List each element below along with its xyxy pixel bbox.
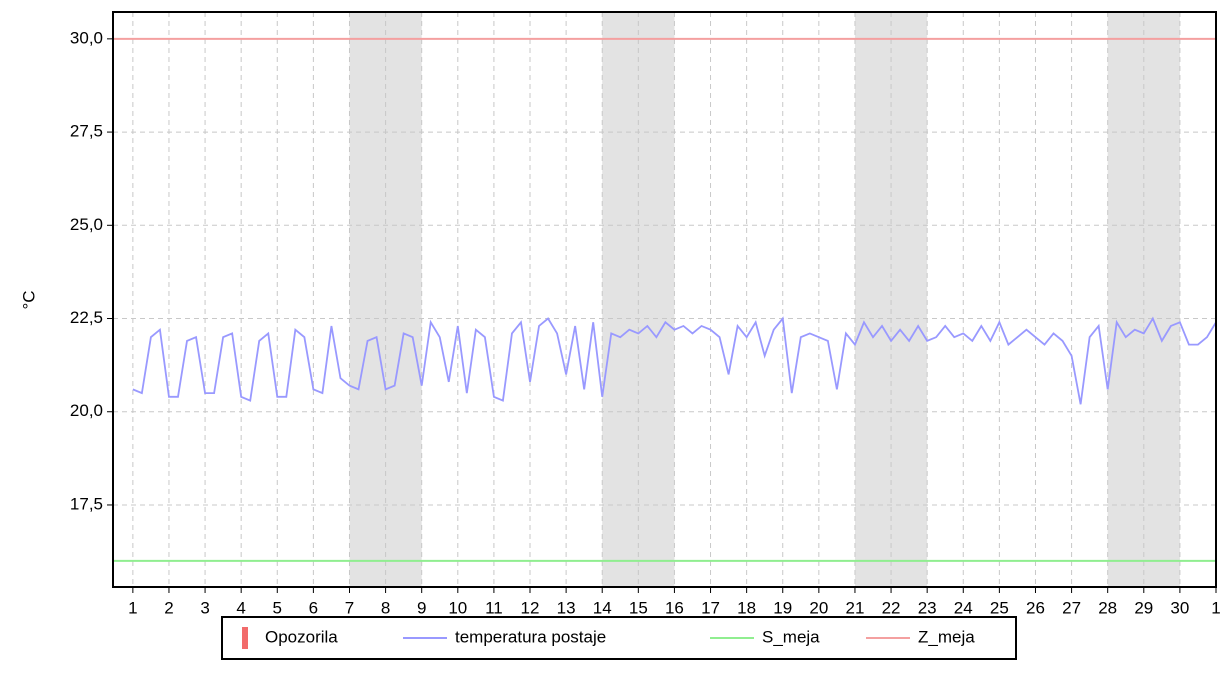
x-tick-label: 3 bbox=[200, 598, 209, 617]
x-tick-label: 22 bbox=[882, 598, 901, 617]
temperature-line bbox=[132, 316, 1217, 405]
y-tick-label: 27,5 bbox=[70, 122, 103, 141]
x-tick-label: 28 bbox=[1098, 598, 1117, 617]
x-tick-label: 20 bbox=[809, 598, 828, 617]
legend: Opozorila temperatura postaje S_meja Z_meja bbox=[221, 616, 1017, 660]
x-tick-label: 18 bbox=[737, 598, 756, 617]
x-tick-label: 21 bbox=[845, 598, 864, 617]
x-tick-label: 24 bbox=[954, 598, 973, 617]
x-tick-label: 19 bbox=[773, 598, 792, 617]
x-tick-label: 2 bbox=[164, 598, 173, 617]
x-tick-label: 29 bbox=[1134, 598, 1153, 617]
x-tick-label: 30 bbox=[1170, 598, 1189, 617]
x-tick-label: 8 bbox=[381, 598, 390, 617]
x-tick-label: 27 bbox=[1062, 598, 1081, 617]
x-tick-label: 11 bbox=[485, 598, 503, 617]
y-tick-label: 22,5 bbox=[70, 308, 103, 327]
x-tick-label: 16 bbox=[665, 598, 684, 617]
y-tick-label: 30,0 bbox=[70, 28, 103, 47]
legend-label: Z_meja bbox=[918, 627, 975, 646]
x-tick-label: 7 bbox=[345, 598, 354, 617]
x-tick-label: 14 bbox=[593, 598, 612, 617]
x-tick-label: 4 bbox=[236, 598, 245, 617]
x-tick-label: 1 bbox=[1211, 598, 1220, 617]
legend-label: temperatura postaje bbox=[455, 627, 606, 646]
y-tick-label: 25,0 bbox=[70, 215, 103, 234]
x-tick-label: 9 bbox=[417, 598, 426, 617]
plot-frame bbox=[112, 11, 1217, 588]
y-tick-label: 17,5 bbox=[70, 494, 103, 513]
x-tick-label: 25 bbox=[990, 598, 1009, 617]
x-tick-label: 26 bbox=[1026, 598, 1045, 617]
x-tick-label: 23 bbox=[918, 598, 937, 617]
x-tick-label: 6 bbox=[309, 598, 318, 617]
legend-label: Opozorila bbox=[265, 627, 338, 646]
x-tick-label: 5 bbox=[273, 598, 282, 617]
y-tick-label: 20,0 bbox=[70, 401, 103, 420]
x-tick-label: 1 bbox=[128, 598, 137, 617]
x-tick-label: 10 bbox=[448, 598, 467, 617]
x-tick-label: 12 bbox=[521, 598, 540, 617]
y-axis-label: °C bbox=[19, 290, 38, 309]
legend-swatch bbox=[242, 627, 248, 649]
legend-label: S_meja bbox=[762, 627, 820, 646]
x-tick-label: 13 bbox=[557, 598, 576, 617]
x-tick-label: 17 bbox=[701, 598, 720, 617]
x-tick-label: 15 bbox=[629, 598, 648, 617]
